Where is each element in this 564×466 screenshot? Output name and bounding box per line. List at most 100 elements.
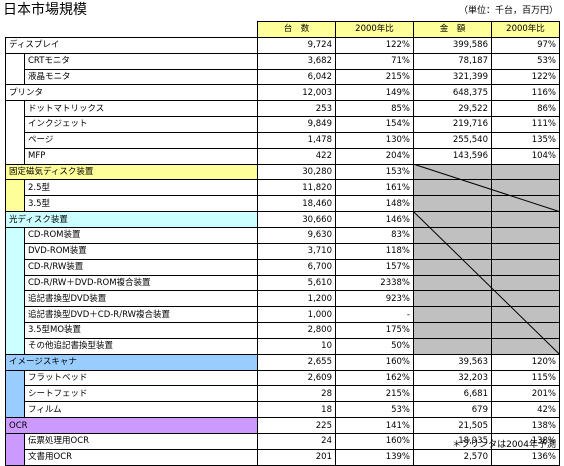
- units-value: 28: [257, 385, 336, 403]
- category-name: ディスプレイ: [5, 36, 258, 54]
- category-name: イメージスキャナ: [5, 353, 258, 371]
- amount-value: 6,681: [413, 385, 492, 403]
- units-yoy-value: 175%: [335, 322, 414, 339]
- market-size-table: 台 数 2000年比 金 額 2000年比 ディスプレイ 9,724 122% 399…: [5, 21, 560, 466]
- units-yoy-value: 83%: [335, 226, 414, 244]
- table-row: ページ 1,478 130% 255,540 135%: [6, 131, 560, 149]
- units-yoy-value: 148%: [335, 195, 414, 213]
- units-value: 10: [257, 337, 336, 355]
- header-amount-yoy: 2000年比: [491, 21, 560, 38]
- units-yoy-value: 923%: [335, 290, 414, 308]
- amount-yoy-value: [491, 211, 560, 228]
- amount-yoy-value: [491, 258, 560, 276]
- amount-value: [413, 274, 492, 292]
- header-units: 台 数: [257, 21, 336, 38]
- amount-yoy-value: 120%: [491, 353, 560, 371]
- units-value: 9,849: [257, 116, 336, 133]
- units-value: 18: [257, 401, 336, 419]
- units-value: 253: [257, 100, 336, 118]
- footnote: ＊プリンタは2004年予測: [452, 440, 556, 450]
- table-row: CRTモニタ 3,682 71% 78,187 53%: [5, 52, 560, 86]
- row-name: CD-ROM装置: [24, 226, 258, 244]
- units-yoy-value: 215%: [335, 68, 414, 86]
- amount-value: [413, 195, 492, 213]
- table-row: 液晶モニタ 6,042 215% 321,399 122%: [6, 68, 560, 86]
- amount-value: 648,375: [413, 84, 492, 102]
- page-title: 日本市場規模: [3, 2, 87, 18]
- amount-yoy-value: 116%: [491, 84, 560, 102]
- category-row: 光ディスク装置 30,660 146%: [5, 211, 560, 228]
- amount-value: 143,596: [413, 147, 492, 165]
- row-name: 3.5型MO装置: [24, 322, 258, 339]
- amount-yoy-value: 201%: [491, 385, 560, 403]
- units-yoy-value: 149%: [335, 84, 414, 102]
- table-row: 伝票処理用OCR 24 160% 18,935 138%: [5, 432, 560, 466]
- category-row: プリンタ 12,003 149% 648,375 116%: [5, 84, 560, 102]
- category-side-band: [5, 100, 25, 165]
- amount-yoy-value: [491, 290, 560, 308]
- amount-value: [413, 337, 492, 355]
- table-row: 2.5型 11,820 161%: [5, 179, 560, 213]
- units-yoy-value: 130%: [335, 131, 414, 149]
- amount-yoy-value: 115%: [491, 369, 560, 387]
- amount-value: 399,586: [413, 36, 492, 54]
- units-value: 2,800: [257, 322, 336, 339]
- row-name: MFP: [24, 147, 258, 165]
- table-row: フラットベッド 2,609 162% 32,203 115%: [5, 369, 560, 419]
- header-blank: [5, 21, 258, 38]
- header-amount: 金 額: [413, 21, 492, 38]
- units-value: 9,724: [257, 36, 336, 54]
- table-row: MFP 422 204% 143,596 104%: [6, 147, 560, 165]
- amount-yoy-value: 135%: [491, 131, 560, 149]
- amount-value: [413, 226, 492, 244]
- amount-value: [413, 211, 492, 228]
- units-yoy-value: 157%: [335, 258, 414, 276]
- row-name: シートフェッド: [24, 385, 258, 403]
- units-yoy-value: 2338%: [335, 274, 414, 292]
- amount-yoy-value: [491, 195, 560, 213]
- amount-value: 679: [413, 401, 492, 419]
- amount-value: 321,399: [413, 68, 492, 86]
- amount-yoy-value: [491, 179, 560, 197]
- amount-yoy-value: 42%: [491, 401, 560, 419]
- units-value: 1,478: [257, 131, 336, 149]
- amount-value: 255,540: [413, 131, 492, 149]
- amount-yoy-value: [491, 322, 560, 339]
- row-name: CRTモニタ: [24, 52, 258, 70]
- units-yoy-value: 204%: [335, 147, 414, 165]
- amount-value: [413, 322, 492, 339]
- table-body: ディスプレイ 9,724 122% 399,586 97% CRTモニタ 3,682 71% 7…: [5, 36, 560, 466]
- amount-value: [413, 290, 492, 308]
- category-row: ディスプレイ 9,724 122% 399,586 97%: [5, 36, 560, 54]
- amount-value: [413, 179, 492, 197]
- amount-yoy-value: [491, 306, 560, 324]
- amount-yoy-value: 86%: [491, 100, 560, 118]
- units-yoy-value: 141%: [335, 417, 414, 434]
- amount-value: 32,203: [413, 369, 492, 387]
- amount-value: 21,505: [413, 417, 492, 434]
- category-side-band: [5, 226, 25, 355]
- units-yoy-value: 215%: [335, 385, 414, 403]
- units-yoy-value: 50%: [335, 337, 414, 355]
- units-yoy-value: 161%: [335, 179, 414, 197]
- row-name: その他追記書換型装置: [24, 337, 258, 355]
- units-yoy-value: 122%: [335, 36, 414, 54]
- table-row: 文書用OCR 201 139% 2,570 136%: [6, 448, 560, 466]
- units-yoy-value: 160%: [335, 432, 414, 450]
- table-row: インクジェット 9,849 154% 219,716 111%: [6, 116, 560, 133]
- units-value: 225: [257, 417, 336, 434]
- units-value: 6,042: [257, 68, 336, 86]
- amount-value: [413, 306, 492, 324]
- units-yoy-value: 160%: [335, 353, 414, 371]
- units-value: 3,710: [257, 242, 336, 260]
- header-row: 台 数 2000年比 金 額 2000年比: [5, 21, 560, 38]
- amount-value: [413, 163, 492, 181]
- amount-yoy-value: [491, 274, 560, 292]
- units-value: 2,609: [257, 369, 336, 387]
- units-value: 201: [257, 448, 336, 466]
- units-yoy-value: 53%: [335, 401, 414, 419]
- table-row: フィルム 18 53% 679 42%: [6, 401, 560, 419]
- units-value: 1,200: [257, 290, 336, 308]
- amount-value: [413, 258, 492, 276]
- table-row: 3.5型MO装置 2,800 175%: [6, 322, 560, 339]
